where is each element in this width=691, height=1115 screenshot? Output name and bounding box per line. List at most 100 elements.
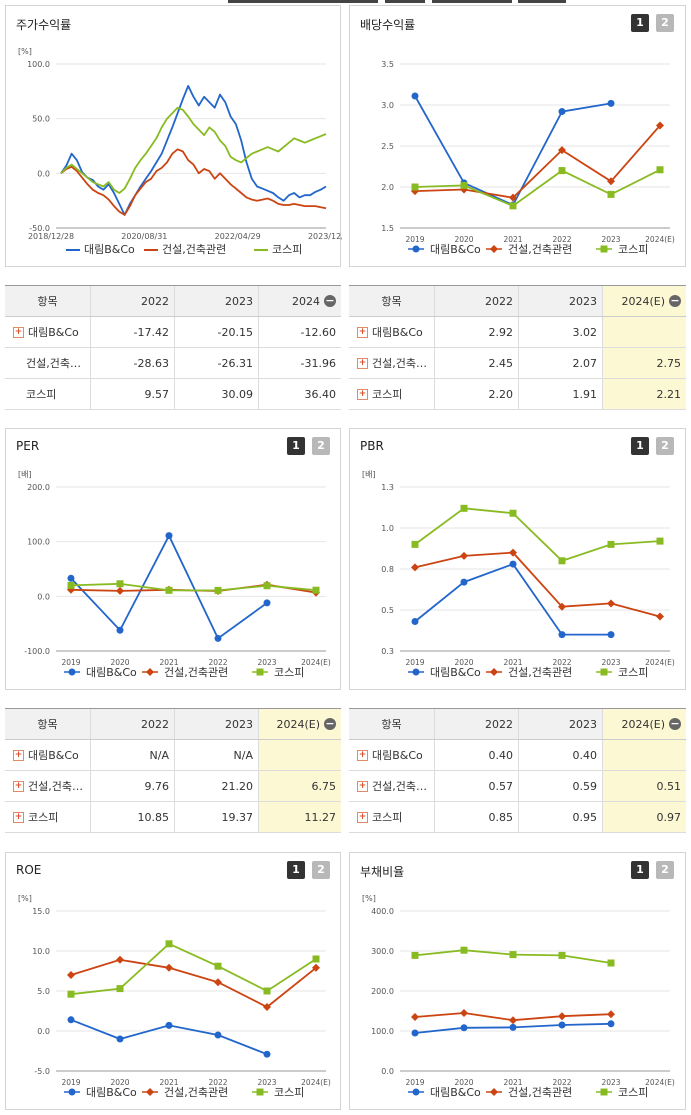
header-label: 2024(E) — [276, 717, 320, 731]
row-name: 건설,건축… — [372, 357, 427, 370]
row-name: 코스피 — [372, 388, 403, 401]
value-cell: 0.95 — [519, 802, 603, 832]
pbr-chart: [배] 1.3 1.0 0.8 0.5 0.3 2019 2020 2021 2022 2023 20… — [362, 470, 675, 679]
header-label: 2022 — [485, 294, 513, 308]
header-label: 2022 — [141, 717, 169, 731]
header-label: 2023 — [225, 717, 253, 731]
value-cell: 0.51 — [603, 771, 686, 801]
tab-2-button[interactable]: 2 — [656, 14, 674, 32]
header-cell: 2023 — [519, 286, 603, 316]
legend-marker — [490, 245, 498, 253]
header-label: 2024(E) — [621, 294, 665, 308]
data-point — [116, 985, 124, 993]
unit-label: [%] — [18, 47, 32, 56]
data-point — [116, 580, 124, 588]
table-row: + 대림B&Co 2.92 3.02 — [349, 317, 686, 348]
y-tick-label: 100.0 — [27, 60, 50, 69]
tab-2-button[interactable]: 2 — [312, 437, 330, 455]
tab-1-button[interactable]: 1 — [631, 14, 649, 32]
value-cell: 10.85 — [91, 802, 175, 832]
legend-label: 건설,건축관련 — [164, 1086, 228, 1099]
x-tick-label: 2022 — [552, 658, 571, 667]
tab-1-button[interactable]: 1 — [287, 437, 305, 455]
panel-per: PER 1 2 [배] 200.0 100.0 0.0 -100.0 2019 2020 20… — [5, 428, 341, 690]
value-cell: 30.09 — [175, 379, 259, 409]
y-tick-label: -5.0 — [34, 1067, 50, 1076]
tab-1-button[interactable]: 1 — [631, 437, 649, 455]
expand-icon[interactable]: + — [357, 749, 368, 761]
value-cell — [259, 740, 341, 770]
expand-icon[interactable]: + — [357, 326, 368, 338]
collapse-icon[interactable]: − — [669, 294, 681, 307]
legend-label: 대림B&Co — [86, 666, 137, 679]
data-point — [558, 557, 566, 565]
table-row: 건설,건축… -28.63 -26.31 -31.96 — [5, 348, 341, 379]
header-cell: 2023 — [175, 709, 259, 739]
expand-icon[interactable]: + — [13, 326, 24, 338]
data-point — [656, 537, 664, 545]
data-point — [411, 540, 419, 548]
series-line — [414, 551, 661, 618]
expand-icon[interactable]: + — [13, 780, 24, 792]
x-tick-label: 2021 — [503, 1078, 522, 1087]
tab-1-button[interactable]: 1 — [287, 861, 305, 879]
expand-icon[interactable]: + — [357, 811, 368, 823]
collapse-icon[interactable]: − — [324, 717, 336, 730]
series-line — [414, 168, 661, 207]
x-tick-label: 2021 — [503, 235, 522, 244]
collapse-icon[interactable]: − — [324, 294, 336, 307]
value-cell: 21.20 — [175, 771, 259, 801]
x-tick-label: 2020 — [110, 1078, 129, 1087]
tab-2-button[interactable]: 2 — [656, 437, 674, 455]
value-cell: -31.96 — [300, 356, 336, 370]
panel-title: 주가수익률 — [16, 18, 72, 32]
table-row: + 건설,건축… 9.76 21.20 6.75 — [5, 771, 341, 802]
collapse-icon[interactable]: − — [669, 717, 681, 730]
expand-icon[interactable]: + — [357, 780, 368, 792]
x-tick-label: 2022 — [552, 235, 571, 244]
tab-1-button[interactable]: 1 — [631, 861, 649, 879]
expand-icon[interactable]: + — [357, 388, 368, 400]
x-tick-label: 2019 — [61, 1078, 80, 1087]
data-point — [558, 951, 566, 959]
row-name: 코스피 — [372, 811, 403, 824]
legend-label: 코스피 — [272, 243, 302, 256]
value-cell: 0.97 — [603, 802, 686, 832]
tab-2-button[interactable]: 2 — [312, 861, 330, 879]
table-row: + 코스피 10.85 19.37 11.27 — [5, 802, 341, 833]
row-name-cell: 건설,건축… — [5, 348, 91, 378]
row-name: 대림B&Co — [372, 326, 423, 339]
data-point — [411, 563, 419, 572]
data-point — [214, 634, 222, 642]
data-point — [607, 540, 615, 548]
dividend-table: 항목 2022 2023 2024(E) − + 대림B&Co 2.92 3.02 + 건설,건축…… — [349, 285, 686, 413]
data-point — [165, 532, 173, 540]
data-point — [656, 166, 664, 174]
value-cell: 2.92 — [435, 317, 519, 347]
panel-title: 배당수익률 — [360, 18, 416, 32]
x-tick-label: 2022 — [208, 658, 227, 667]
x-tick-label: 2020 — [454, 235, 473, 244]
data-point — [67, 971, 75, 979]
legend-marker — [146, 1088, 154, 1096]
expand-icon[interactable]: + — [357, 357, 368, 369]
data-point — [460, 578, 468, 586]
row-name: 건설,건축… — [28, 780, 83, 793]
row-name: 코스피 — [28, 811, 59, 824]
legend-marker — [256, 1088, 264, 1096]
table-row: + 대림B&Co 0.40 0.40 — [349, 740, 686, 771]
value-cell: 6.75 — [259, 771, 341, 801]
header-label: 항목 — [381, 718, 402, 731]
x-tick-label: 2023/12/28 — [308, 232, 342, 241]
data-point — [460, 551, 468, 560]
tab-2-button[interactable]: 2 — [656, 861, 674, 879]
y-tick-label: 1.0 — [381, 524, 394, 533]
data-point — [509, 548, 517, 557]
data-point — [263, 987, 271, 995]
value-cell: 0.59 — [519, 771, 603, 801]
expand-icon[interactable]: + — [13, 811, 24, 823]
value-cell: N/A — [175, 740, 259, 770]
x-tick-label: 2021 — [503, 658, 522, 667]
expand-icon[interactable]: + — [13, 749, 24, 761]
data-point — [67, 585, 75, 594]
